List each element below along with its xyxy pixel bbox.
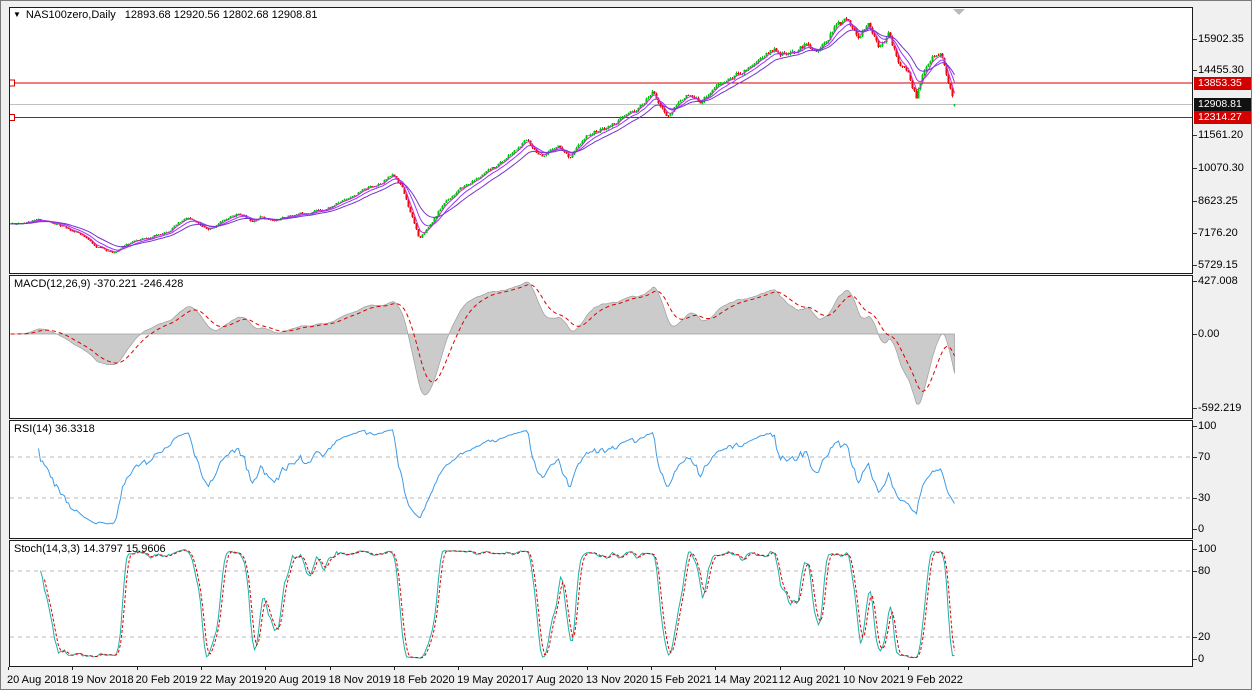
time-axis-tick — [522, 667, 524, 670]
axis-tick-label: 427.008 — [1193, 275, 1238, 287]
axis-tick-label: 0 — [1192, 523, 1205, 535]
macd-signal-line — [10, 284, 955, 392]
level-line-handle[interactable] — [10, 79, 15, 87]
price-pane[interactable] — [9, 7, 1193, 274]
moving-average-line — [10, 29, 955, 248]
axis-tick-label: 15902.35 — [1193, 33, 1244, 45]
time-axis-tick — [329, 667, 331, 670]
time-axis-tick — [72, 667, 74, 670]
ohlc-quote-label: 12893.68 12920.56 12802.68 12908.81 — [124, 9, 318, 21]
axis-tick-label: -592.219 — [1192, 402, 1242, 414]
time-axis-label: 20 Aug 2019 — [264, 674, 326, 686]
moving-average-line — [10, 20, 955, 253]
axis-tick-label: 10070.30 — [1193, 162, 1244, 174]
time-axis-tick — [651, 667, 652, 670]
time-axis-tick — [779, 667, 781, 670]
time-axis-label: 13 Nov 2020 — [585, 674, 649, 686]
axis-tick-label: 100 — [1192, 543, 1217, 555]
macd-label: MACD(12,26,9) -370.221 -246.428 — [14, 278, 184, 290]
axis-tick-label: 8623.25 — [1193, 195, 1238, 207]
time-axis-tick — [458, 667, 460, 670]
axis-tick-label: 5729.15 — [1193, 259, 1238, 271]
rsi-label: RSI(14) 36.3318 — [14, 423, 95, 435]
time-axis-label: 10 Nov 2021 — [842, 674, 906, 686]
level-line-handle[interactable] — [10, 114, 15, 122]
axis-tick-label: 100 — [1192, 420, 1217, 432]
time-axis-tick — [586, 667, 588, 670]
time-axis-label: 17 Aug 2020 — [521, 674, 584, 686]
axis-tick-label: 11561.20 — [1192, 129, 1244, 141]
time-axis-label: 19 May 2020 — [457, 674, 521, 686]
axis-tick-label: 70 — [1192, 451, 1211, 463]
symbol-dropdown-icon: ▼ — [13, 10, 21, 19]
bear-candle-bodies — [13, 18, 954, 253]
axis-tick-label: 80 — [1192, 565, 1211, 577]
axis-tick-label: 30 — [1192, 492, 1211, 504]
time-axis-label: 20 Feb 2019 — [135, 674, 198, 686]
time-axis-label: 18 Nov 2019 — [328, 674, 391, 686]
time-axis-label: 15 Feb 2021 — [650, 674, 712, 686]
time-axis-tick — [200, 667, 202, 670]
time-axis-tick — [8, 667, 9, 670]
rsi-canvas[interactable] — [10, 421, 1192, 538]
resistance-price-badge: 13853.35 — [1194, 77, 1251, 90]
current-price-badge: 12908.81 — [1194, 98, 1251, 111]
stoch-canvas[interactable] — [10, 541, 1192, 666]
time-axis[interactable]: 20 Aug 2018 19 Nov 2018 20 Feb 2019 22 May … — [1, 667, 1193, 689]
time-axis-tick — [908, 667, 910, 670]
axis-tick-label: 7176.20 — [1193, 227, 1238, 239]
time-axis-label: 18 Feb 2020 — [392, 674, 455, 686]
time-axis-tick — [843, 667, 845, 670]
time-axis-label: 12 Aug 2021 — [778, 674, 841, 686]
symbol-timeframe-label: NAS100zero,Daily — [25, 9, 116, 21]
time-axis-tick — [715, 667, 717, 670]
bull-candle-wicks — [10, 18, 955, 253]
chart-shift-marker-icon[interactable] — [953, 9, 965, 15]
bear-candle-wicks — [14, 17, 953, 253]
stoch-pane[interactable] — [9, 540, 1193, 667]
price-axis[interactable]: 15902.35 14455.30 11561.20 10070.30 8623… — [1192, 1, 1251, 667]
macd-main-histogram — [10, 281, 955, 405]
price-chart-canvas[interactable] — [10, 8, 1192, 273]
axis-tick-label: 0.00 — [1192, 328, 1220, 340]
macd-canvas[interactable] — [10, 276, 1192, 418]
time-axis-label: 20 Aug 2018 — [7, 674, 69, 686]
time-axis-label: 19 Nov 2018 — [71, 674, 134, 686]
bull-candle-bodies — [10, 18, 956, 254]
time-axis-label: 22 May 2019 — [199, 674, 264, 686]
axis-tick-label: 14455.30 — [1193, 64, 1244, 76]
time-axis-label: 14 May 2021 — [714, 674, 778, 686]
time-axis-tick — [393, 667, 395, 670]
time-axis-tick — [136, 667, 138, 670]
time-axis-label: 9 Feb 2022 — [907, 674, 963, 686]
chart-title: ▼ NAS100zero,Daily 12893.68 12920.56 12802… — [13, 9, 318, 21]
rsi-pane[interactable] — [9, 420, 1193, 539]
axis-tick-label: 0 — [1192, 653, 1205, 665]
stoch-label: Stoch(14,3,3) 14.3797 15.9606 — [14, 543, 166, 555]
macd-pane[interactable] — [9, 275, 1193, 419]
rsi-line — [38, 429, 955, 525]
moving-average-line — [10, 23, 955, 251]
support-price-badge: 12314.27 — [1194, 111, 1251, 124]
stoch-k-line — [40, 549, 955, 659]
axis-tick-label: 20 — [1192, 631, 1211, 643]
stoch-d-line — [44, 549, 955, 659]
time-axis-tick — [265, 667, 267, 670]
